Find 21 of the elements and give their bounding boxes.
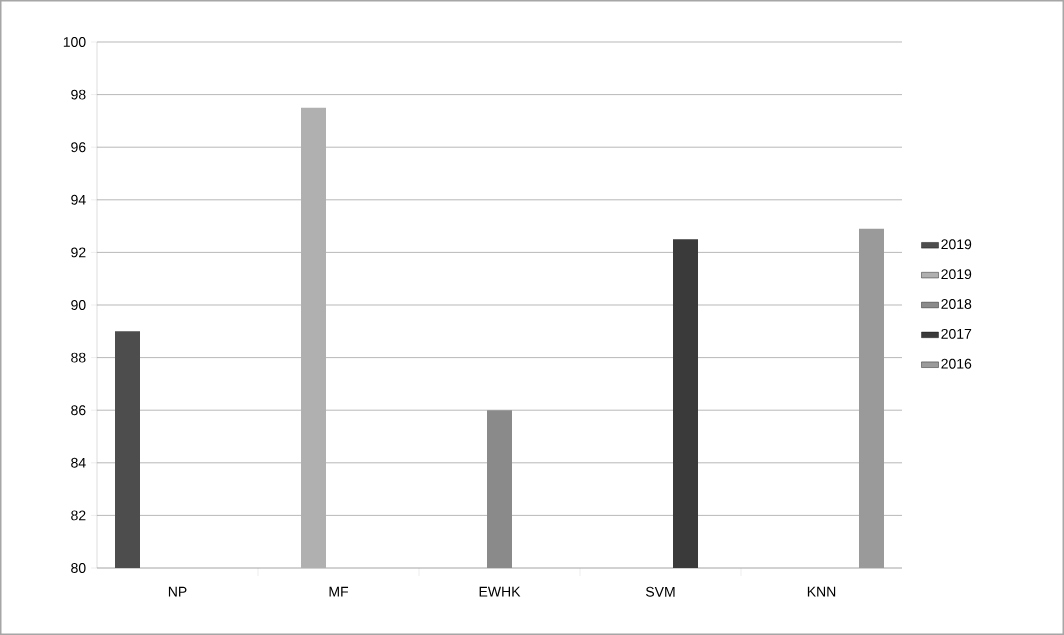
x-tick-label: MF bbox=[329, 586, 349, 597]
y-tick-label: 100 bbox=[63, 37, 86, 47]
y-tick-label: 98 bbox=[71, 89, 86, 100]
legend-label: 2019 bbox=[941, 269, 972, 280]
y-tick-label: 88 bbox=[71, 352, 86, 363]
x-tick-label: NP bbox=[168, 586, 187, 597]
y-tick-label: 80 bbox=[71, 563, 86, 573]
legend-label: 2019 bbox=[941, 239, 972, 250]
y-tick-label: 86 bbox=[71, 405, 86, 416]
legend-label: 2018 bbox=[941, 299, 972, 309]
y-tick-label: 92 bbox=[71, 247, 86, 258]
y-tick-label: 82 bbox=[71, 510, 86, 521]
x-tick-label: SVM bbox=[645, 586, 675, 597]
y-tick-label: 94 bbox=[71, 194, 86, 205]
y-tick-label: 96 bbox=[71, 142, 86, 153]
y-tick-label: 84 bbox=[71, 457, 86, 468]
legend-label: 2017 bbox=[941, 328, 972, 339]
legend-label: 2016 bbox=[941, 358, 972, 369]
x-tick-label: KNN bbox=[807, 586, 836, 597]
x-tick-label: EWHK bbox=[479, 586, 521, 597]
y-tick-label: 90 bbox=[71, 300, 86, 310]
